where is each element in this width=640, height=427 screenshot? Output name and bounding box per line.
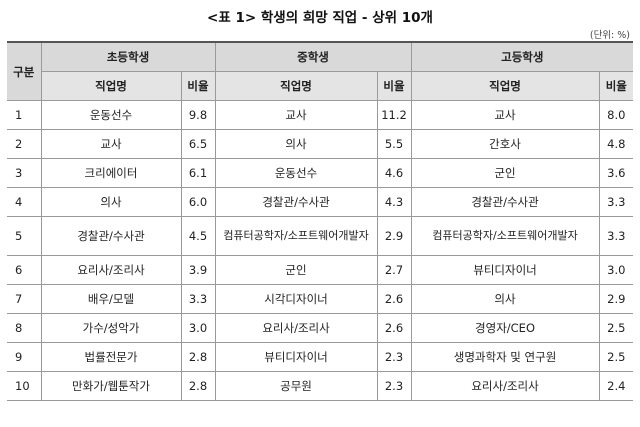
- high-job-cell: 생명과학자 및 연구원: [410, 342, 600, 372]
- rank-cell: 5: [7, 216, 42, 256]
- header-row-columns: 직업명 비율 직업명 비율 직업명 비율: [7, 71, 634, 101]
- table-row: 9 법률전문가 2.8 뷰티디자이너 2.3 생명과학자 및 연구원 2.5: [7, 342, 634, 372]
- table-row: 1 운동선수 9.8 교사 11.2 교사 8.0: [7, 100, 634, 130]
- job-header-elementary: 직업명: [41, 71, 182, 101]
- table-row: 2 교사 6.5 의사 5.5 간호사 4.8: [7, 129, 634, 159]
- high-job-cell: 의사: [410, 284, 600, 314]
- table-row: 7 배우/모델 3.3 시각디자이너 2.6 의사 2.9: [7, 284, 634, 314]
- middle-job-cell: 의사: [214, 129, 378, 159]
- high-ratio-cell: 3.6: [598, 158, 634, 188]
- middle-job-cell: 운동선수: [214, 158, 378, 188]
- elementary-job-cell: 크리에이터: [40, 158, 182, 188]
- high-ratio-cell: 2.4: [598, 371, 634, 401]
- header-row-groups: 구분 초등학생 중학생 고등학생: [7, 41, 634, 101]
- middle-ratio-cell: 11.2: [376, 100, 412, 130]
- high-job-cell: 경찰관/수사관: [410, 187, 600, 217]
- group-header-middle: 중학생: [214, 41, 412, 72]
- ratio-header-elementary: 비율: [180, 71, 216, 101]
- high-job-cell: 경영자/CEO: [410, 313, 600, 343]
- middle-job-cell: 교사: [214, 100, 378, 130]
- high-job-cell: 교사: [410, 100, 600, 130]
- table-row: 5 경찰관/수사관 4.5 컴퓨터공학자/소프트웨어개발자 2.9 컴퓨터공학자…: [7, 216, 634, 256]
- high-ratio-cell: 3.0: [598, 255, 634, 285]
- table-row: 8 가수/성악가 3.0 요리사/조리사 2.6 경영자/CEO 2.5: [7, 313, 634, 343]
- elementary-job-cell: 경찰관/수사관: [40, 216, 182, 256]
- middle-ratio-cell: 2.9: [376, 216, 412, 256]
- table-row: 4 의사 6.0 경찰관/수사관 4.3 경찰관/수사관 3.3: [7, 187, 634, 217]
- middle-ratio-cell: 2.3: [376, 342, 412, 372]
- rank-cell: 8: [7, 313, 42, 343]
- middle-ratio-cell: 2.7: [376, 255, 412, 285]
- unit-note: (단위: %): [589, 30, 630, 41]
- elementary-ratio-cell: 3.3: [180, 284, 216, 314]
- elementary-job-cell: 만화가/웹툰작가: [40, 371, 182, 401]
- high-job-cell: 간호사: [410, 129, 600, 159]
- job-header-high: 직업명: [410, 71, 600, 101]
- elementary-job-cell: 배우/모델: [40, 284, 182, 314]
- ratio-header-middle: 비율: [376, 71, 412, 101]
- high-ratio-cell: 3.3: [598, 216, 634, 256]
- ratio-header-high: 비율: [598, 71, 634, 101]
- elementary-job-cell: 운동선수: [40, 100, 182, 130]
- elementary-job-cell: 교사: [40, 129, 182, 159]
- high-job-cell: 뷰티디자이너: [410, 255, 600, 285]
- elementary-ratio-cell: 6.5: [180, 129, 216, 159]
- high-job-cell: 군인: [410, 158, 600, 188]
- elementary-ratio-cell: 4.5: [180, 216, 216, 256]
- elementary-job-cell: 요리사/조리사: [40, 255, 182, 285]
- high-ratio-cell: 2.5: [598, 313, 634, 343]
- high-job-cell: 요리사/조리사: [410, 371, 600, 401]
- elementary-job-cell: 가수/성악가: [40, 313, 182, 343]
- elementary-ratio-cell: 2.8: [180, 342, 216, 372]
- group-header-high: 고등학생: [410, 41, 634, 72]
- elementary-ratio-cell: 9.8: [180, 100, 216, 130]
- rank-cell: 4: [7, 187, 42, 217]
- high-ratio-cell: 3.3: [598, 187, 634, 217]
- elementary-ratio-cell: 3.0: [180, 313, 216, 343]
- middle-job-cell: 경찰관/수사관: [214, 187, 378, 217]
- table-row: 3 크리에이터 6.1 운동선수 4.6 군인 3.6: [7, 158, 634, 188]
- middle-job-cell: 뷰티디자이너: [214, 342, 378, 372]
- table-row: 10 만화가/웹툰작가 2.8 공무원 2.3 요리사/조리사 2.4: [7, 371, 634, 401]
- middle-job-cell: 요리사/조리사: [214, 313, 378, 343]
- high-ratio-cell: 4.8: [598, 129, 634, 159]
- elementary-job-cell: 의사: [40, 187, 182, 217]
- rank-cell: 2: [7, 129, 42, 159]
- middle-job-cell: 공무원: [214, 371, 378, 401]
- middle-job-cell: 군인: [214, 255, 378, 285]
- high-ratio-cell: 8.0: [598, 100, 634, 130]
- middle-job-cell: 시각디자이너: [214, 284, 378, 314]
- middle-ratio-cell: 4.6: [376, 158, 412, 188]
- table-title: <표 1> 학생의 희망 직업 - 상위 10개: [207, 10, 433, 26]
- middle-ratio-cell: 4.3: [376, 187, 412, 217]
- middle-job-cell: 컴퓨터공학자/소프트웨어개발자: [214, 216, 378, 256]
- rank-cell: 6: [7, 255, 42, 285]
- job-header-middle: 직업명: [214, 71, 378, 101]
- rank-cell: 9: [7, 342, 42, 372]
- elementary-ratio-cell: 2.8: [180, 371, 216, 401]
- elementary-ratio-cell: 6.0: [180, 187, 216, 217]
- elementary-job-cell: 법률전문가: [40, 342, 182, 372]
- elementary-ratio-cell: 6.1: [180, 158, 216, 188]
- middle-ratio-cell: 2.3: [376, 371, 412, 401]
- high-ratio-cell: 2.5: [598, 342, 634, 372]
- rank-cell: 1: [7, 100, 42, 130]
- elementary-ratio-cell: 3.9: [180, 255, 216, 285]
- middle-ratio-cell: 2.6: [376, 313, 412, 343]
- high-job-cell: 컴퓨터공학자/소프트웨어개발자: [410, 216, 600, 256]
- middle-ratio-cell: 5.5: [376, 129, 412, 159]
- career-table: 구분 초등학생 중학생 고등학생 직업명 비율 직업명 비율 직업명 비율 1 …: [7, 41, 634, 401]
- high-ratio-cell: 2.9: [598, 284, 634, 314]
- rank-cell: 10: [7, 371, 42, 401]
- group-header-elementary: 초등학생: [40, 41, 216, 72]
- rank-cell: 7: [7, 284, 42, 314]
- gubun-header: 구분: [7, 41, 42, 101]
- middle-ratio-cell: 2.6: [376, 284, 412, 314]
- rank-cell: 3: [7, 158, 42, 188]
- table-row: 6 요리사/조리사 3.9 군인 2.7 뷰티디자이너 3.0: [7, 255, 634, 285]
